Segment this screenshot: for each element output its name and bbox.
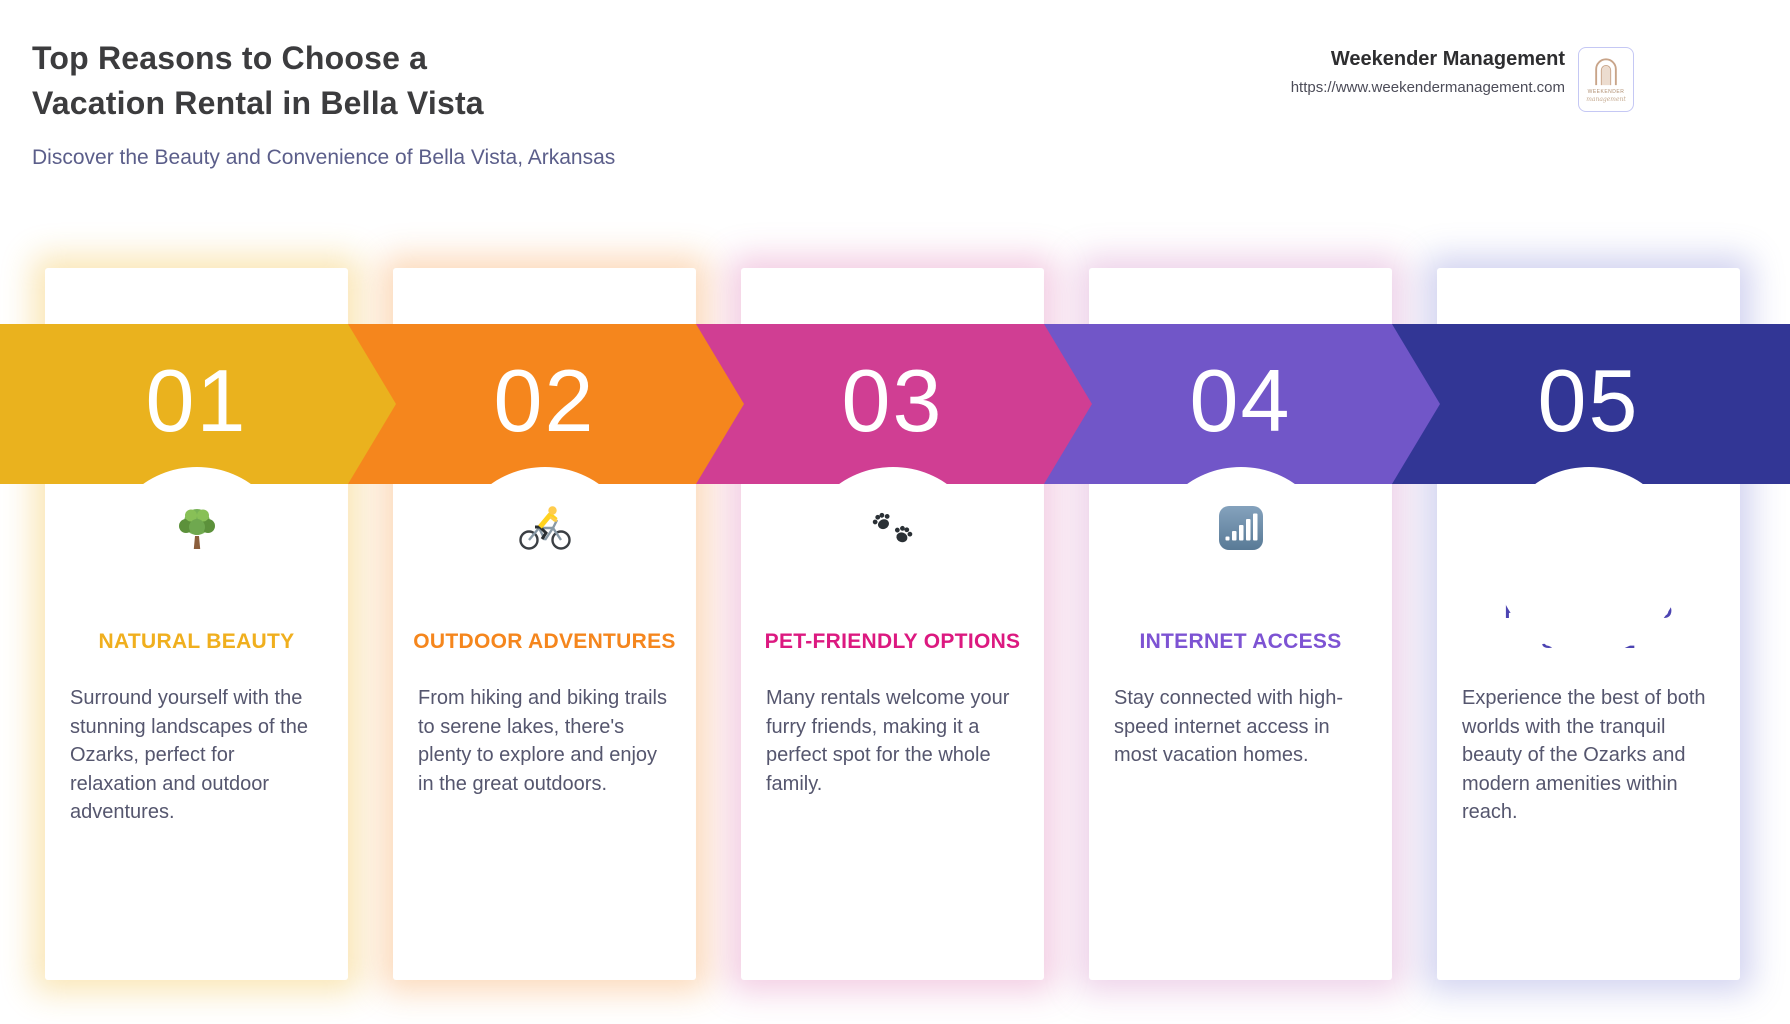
step-description: Surround yourself with the stunning land… [70, 687, 308, 823]
page-subtitle: Discover the Beauty and Convenience of B… [32, 146, 616, 169]
brand-name: Weekender Management [1330, 48, 1565, 70]
chevron-banner: 01 02 03 04 05 [0, 324, 1790, 655]
step-description: From hiking and biking trails to serene … [418, 687, 667, 795]
step-title: OUTDOOR ADVENTURES [413, 630, 676, 653]
title-wrap: PET-FRIENDLY OPTIONS [755, 593, 1030, 657]
brand-logo-script: management [1586, 95, 1626, 103]
step-number: 04 [1189, 351, 1292, 450]
step-description: Stay connected with high-speed internet … [1114, 687, 1344, 766]
banner-segment-5: 05 [1392, 324, 1790, 655]
step-number: 01 [145, 351, 248, 450]
brand-url: https://www.weekendermanagement.com [1290, 79, 1565, 96]
step-description: Experience the best of both worlds with … [1462, 687, 1706, 823]
title-wrap: OUTDOOR ADVENTURES [407, 593, 682, 657]
step-number: 05 [1537, 351, 1640, 450]
brand-logo-word: WEEKENDER [1587, 88, 1625, 95]
brand-logo: WEEKENDER management [1578, 47, 1634, 112]
step-number: 02 [493, 351, 596, 450]
page-title: Top Reasons to Choose a Vacation Rental … [32, 36, 484, 126]
banner-arc [1494, 467, 1683, 655]
title-wrap: NATURAL BEAUTY [59, 593, 334, 657]
step-title: NATURAL BEAUTY [98, 630, 295, 653]
title-wrap: INTERNET ACCESS [1103, 593, 1378, 657]
brand-block: Weekender Management https://www.weekend… [1291, 48, 1565, 96]
banner-segment-1: 01 [0, 324, 396, 484]
icon-wrap [45, 505, 348, 555]
step-title: INTERNET ACCESS [1139, 630, 1342, 653]
paw-prints-icon [872, 512, 912, 543]
step-title: PET-FRIENDLY OPTIONS [764, 630, 1021, 653]
cyclist-icon [518, 506, 571, 550]
arch-logo-icon [1595, 57, 1617, 85]
banner-segment-2: 02 [348, 324, 744, 484]
icon-wrap [741, 505, 1044, 551]
page-title-line2: Vacation Rental in Bella Vista [32, 85, 484, 121]
step-number: 03 [841, 351, 944, 450]
step-description: Many rentals welcome your furry friends,… [766, 687, 1010, 795]
banner-segment-4: 04 [1044, 324, 1440, 484]
page-title-line1: Top Reasons to Choose a [32, 40, 428, 76]
signal-bars-icon [1218, 506, 1263, 550]
icon-wrap [1089, 505, 1392, 551]
tree-icon [178, 509, 215, 549]
banner-segment-3: 03 [696, 324, 1092, 484]
icon-wrap [393, 505, 696, 551]
